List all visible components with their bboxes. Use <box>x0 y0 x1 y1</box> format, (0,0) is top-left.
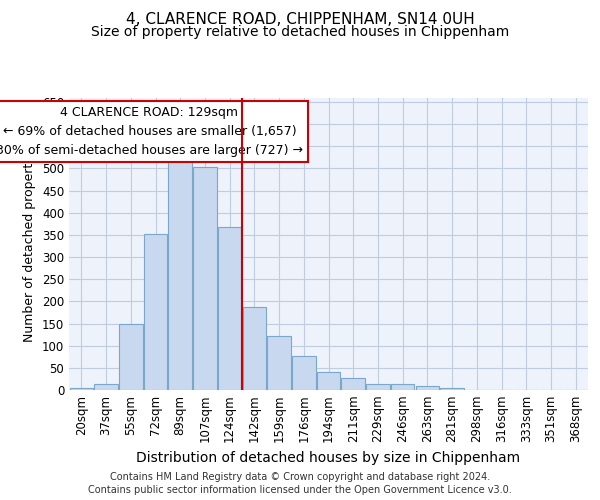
Text: Contains HM Land Registry data © Crown copyright and database right 2024.: Contains HM Land Registry data © Crown c… <box>110 472 490 482</box>
Bar <box>317 372 340 390</box>
Bar <box>119 324 143 390</box>
Bar <box>268 336 291 390</box>
Bar <box>70 388 93 390</box>
Bar <box>193 167 217 390</box>
Text: 4 CLARENCE ROAD: 129sqm
← 69% of detached houses are smaller (1,657)
30% of semi: 4 CLARENCE ROAD: 129sqm ← 69% of detache… <box>0 106 303 158</box>
Bar <box>292 356 316 390</box>
Bar <box>242 306 266 390</box>
Text: Contains public sector information licensed under the Open Government Licence v3: Contains public sector information licen… <box>88 485 512 495</box>
Y-axis label: Number of detached properties: Number of detached properties <box>23 145 37 342</box>
Bar <box>169 155 192 390</box>
Text: 4, CLARENCE ROAD, CHIPPENHAM, SN14 0UH: 4, CLARENCE ROAD, CHIPPENHAM, SN14 0UH <box>125 12 475 28</box>
Bar <box>218 228 241 390</box>
Bar <box>416 386 439 390</box>
Bar <box>391 384 415 390</box>
Bar <box>144 234 167 390</box>
Bar <box>440 388 464 390</box>
Bar <box>341 378 365 390</box>
X-axis label: Distribution of detached houses by size in Chippenham: Distribution of detached houses by size … <box>136 451 521 465</box>
Text: Size of property relative to detached houses in Chippenham: Size of property relative to detached ho… <box>91 25 509 39</box>
Bar <box>94 384 118 390</box>
Bar <box>366 384 389 390</box>
